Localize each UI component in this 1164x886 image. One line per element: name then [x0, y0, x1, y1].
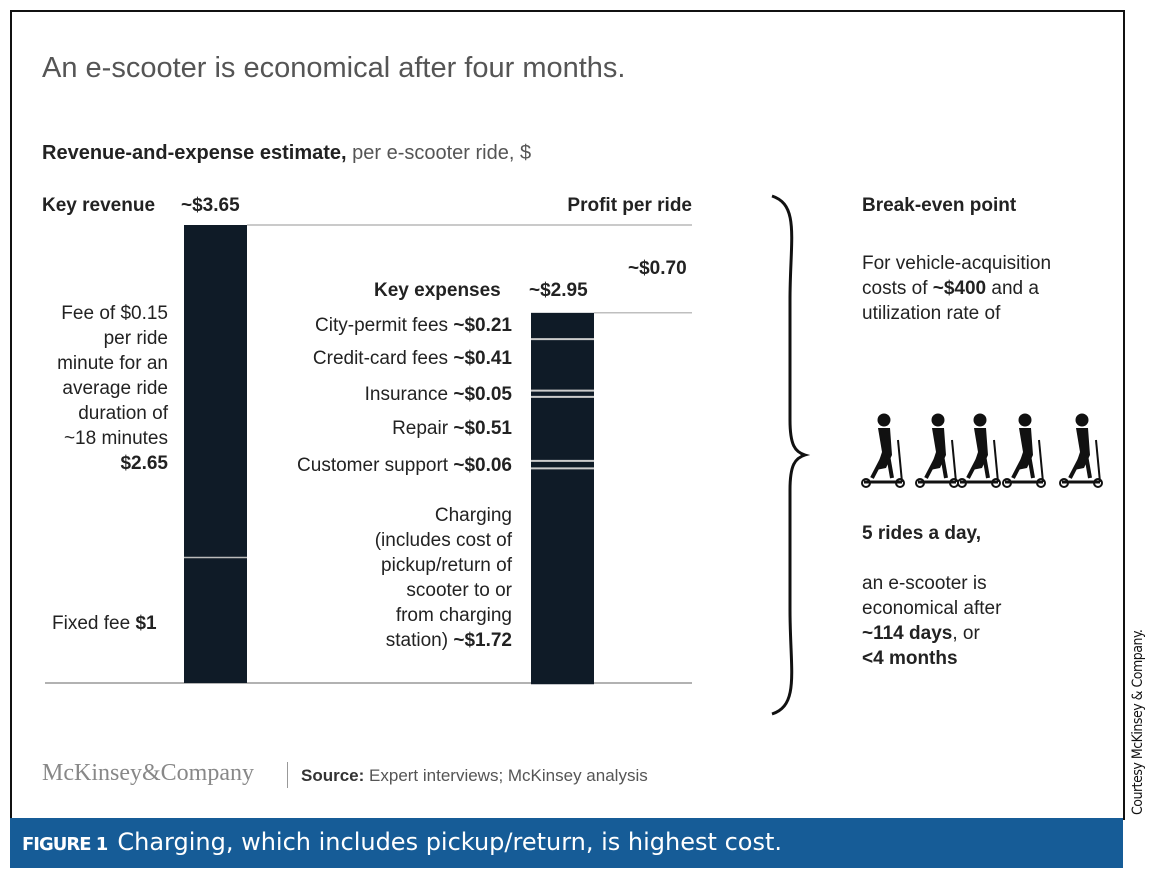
fee-line: average ride [62, 378, 168, 399]
revenue-label: Key revenue [42, 195, 156, 216]
fixed-fee-label: Fixed fee $1 [52, 611, 157, 636]
expense-bar-segment [531, 339, 594, 391]
breakeven-heading: Break-even point [862, 195, 1017, 216]
fee-line: per ride [103, 328, 168, 349]
revenue-total: ~$3.65 [181, 195, 240, 216]
expense-label-charging: Charging (includes cost of pickup/return… [374, 505, 512, 651]
scooter-rider-icon [915, 413, 959, 488]
expense-label-city: City-permit fees ~$0.21 [315, 315, 512, 336]
fee-line: duration of [78, 403, 168, 424]
scooter-rider-icon [957, 413, 1001, 488]
caption-text: Charging, which includes pickup/return, … [117, 828, 782, 856]
expense-bar-segment [531, 460, 594, 469]
courtesy-credit: Courtesy McKinsey & Company. [1130, 629, 1146, 815]
chart-subtitle: Revenue-and-expense estimate, per e-scoo… [42, 141, 531, 166]
footer-divider [287, 762, 288, 788]
figure-caption: FIGURE 1 Charging, which includes pickup/… [10, 818, 1123, 868]
fee-value: $2.65 [120, 453, 168, 474]
expenses-label: Key expenses [374, 280, 501, 301]
expense-bar-segment [531, 390, 594, 397]
breakeven-text: For vehicle-acquisition costs of ~$400 a… [862, 253, 1052, 324]
breakeven-result: an e-scooter is economical after ~114 da… [862, 573, 1002, 669]
revenue-bar-segment [184, 557, 247, 683]
figure-number: FIGURE 1 [22, 834, 108, 855]
expense-label-support: Customer support ~$0.06 [297, 455, 512, 476]
subtitle-rest: per e-scooter ride, $ [346, 142, 532, 164]
brace [771, 194, 811, 716]
fee-line: minute for an [57, 353, 168, 374]
fee-line: ~18 minutes [63, 428, 168, 449]
fee-line: Fee of $0.15 [61, 303, 168, 324]
revenue-bar-segment [184, 225, 247, 558]
scooter-rider-icon [1002, 413, 1046, 488]
source-note: Source: Expert interviews; McKinsey anal… [301, 766, 648, 785]
fee-description: Fee of $0.15 per ride minute for an aver… [57, 301, 168, 476]
expense-label-credit: Credit-card fees ~$0.41 [312, 348, 512, 369]
expense-bar-segment [531, 468, 594, 685]
expenses-total: ~$2.95 [529, 280, 588, 301]
subtitle-bold: Revenue-and-expense estimate, [42, 142, 347, 164]
scooter-rider-icon [861, 413, 905, 488]
chart-title: An e-scooter is economical after four mo… [42, 52, 626, 84]
fixed-fee-value: $1 [135, 613, 157, 634]
fixed-fee-name: Fixed fee [52, 613, 136, 634]
profit-value: ~$0.70 [628, 258, 687, 279]
profit-label: Profit per ride [567, 195, 692, 216]
rides-per-day: 5 rides a day, [862, 523, 981, 544]
mckinsey-logo: McKinsey&Company [42, 760, 254, 786]
expense-bar-segment [531, 312, 594, 340]
expense-label-repair: Repair ~$0.51 [392, 418, 512, 439]
expense-bar-segment [531, 396, 594, 461]
expense-label-insurance: Insurance ~$0.05 [364, 384, 512, 405]
scooter-rider-icon [1059, 413, 1103, 488]
